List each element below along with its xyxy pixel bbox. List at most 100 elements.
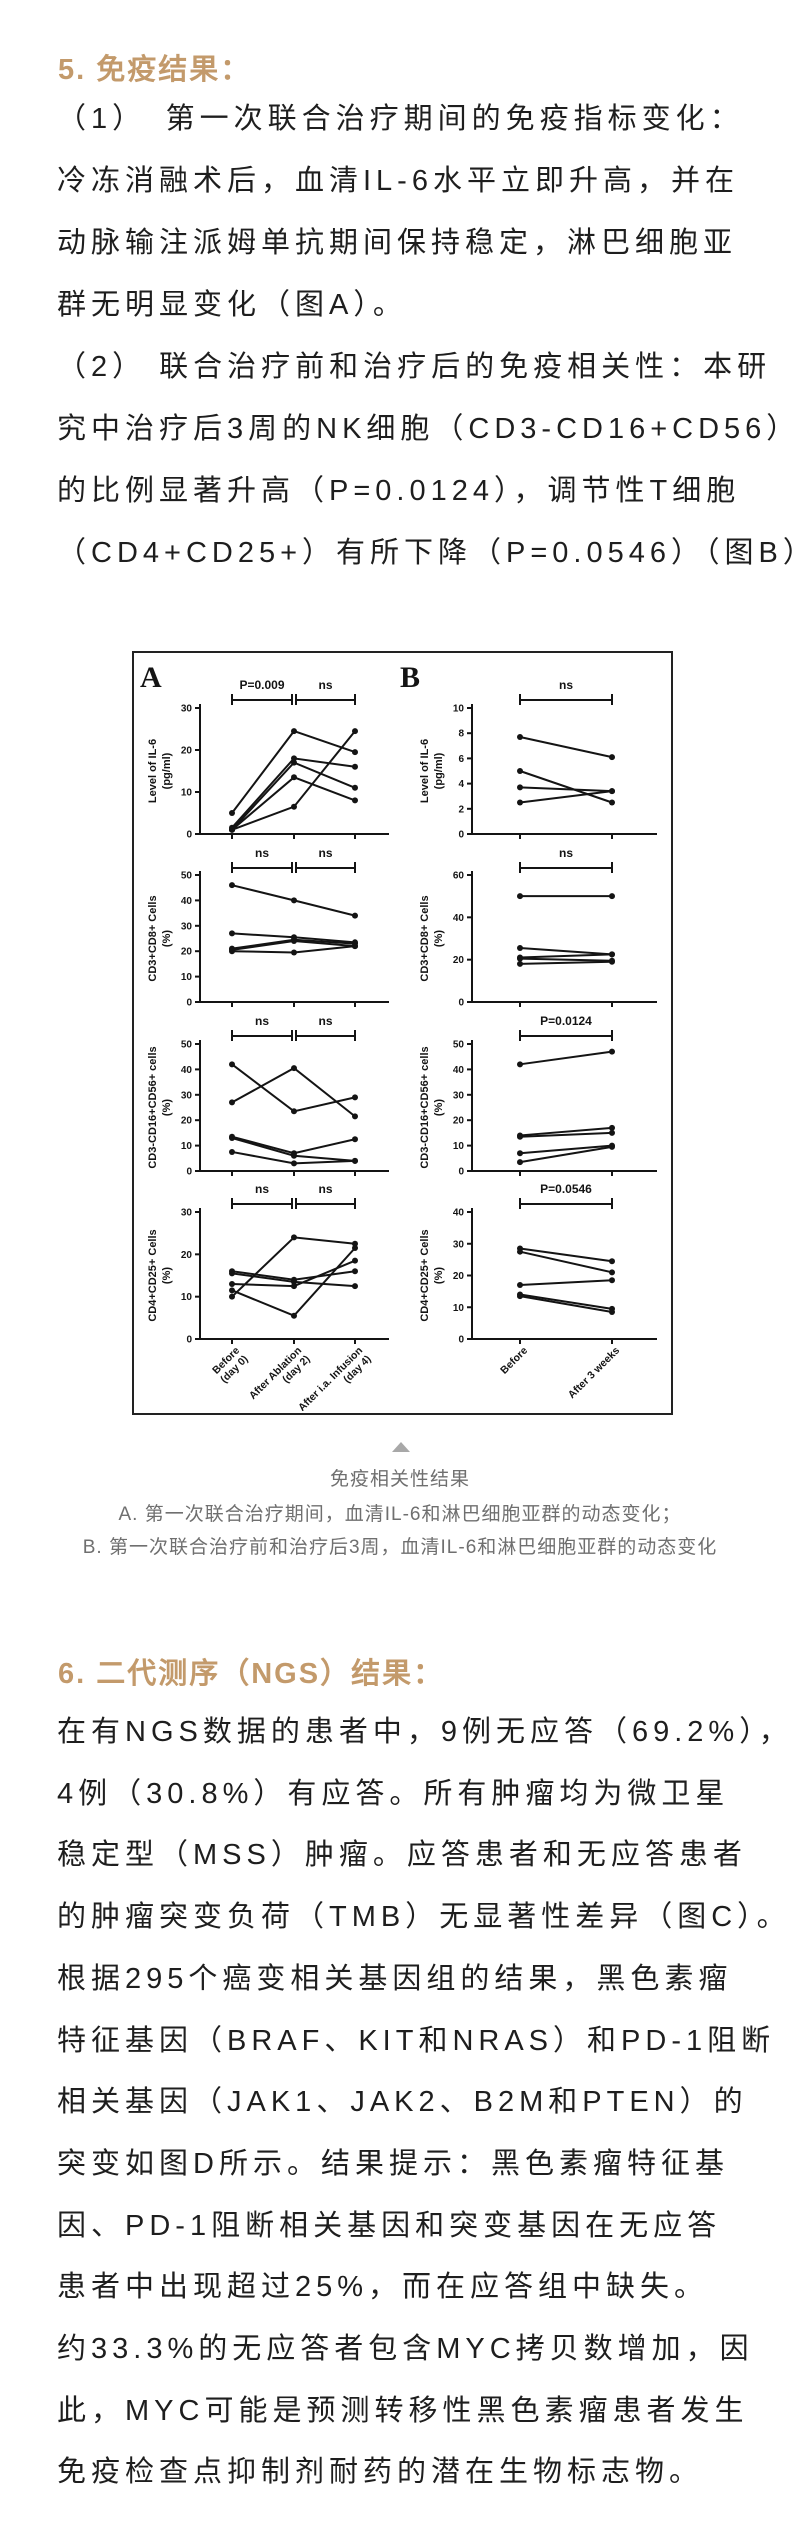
text-line: 因、PD-1阻断相关基因和突变基因在无应答	[57, 2209, 722, 2242]
svg-text:(pg/ml): (pg/ml)	[161, 752, 173, 789]
figure-caption-a: A. 第一次联合治疗期间，血清IL-6和淋巴细胞亚群的动态变化；	[118, 1504, 682, 1525]
svg-text:0: 0	[458, 998, 464, 1009]
svg-text:ns: ns	[255, 846, 269, 860]
svg-text:20: 20	[181, 1250, 193, 1261]
section5-heading: 5. 免疫结果：	[58, 54, 252, 86]
text-line: 根据295个癌变相关基因组的结果，黑色素瘤	[57, 1962, 733, 1995]
svg-text:6: 6	[458, 754, 464, 765]
svg-text:P=0.0124: P=0.0124	[540, 1014, 592, 1028]
svg-text:ns: ns	[559, 678, 573, 692]
svg-text:(pg/ml): (pg/ml)	[433, 752, 445, 789]
svg-text:ns: ns	[318, 1182, 332, 1196]
svg-text:40: 40	[453, 1208, 465, 1219]
svg-text:0: 0	[186, 830, 192, 841]
text-line: （1） 第一次联合治疗期间的免疫指标变化：	[57, 103, 744, 135]
svg-text:20: 20	[181, 746, 193, 757]
svg-text:30: 30	[181, 704, 193, 715]
svg-text:Level of IL-6: Level of IL-6	[147, 739, 159, 803]
section6-paragraphs: 在有NGS数据的患者中，9例无应答（69.2%）， 4例（30.8%）有应答。所有…	[57, 1702, 793, 2504]
svg-text:30: 30	[181, 1090, 193, 1101]
svg-text:30: 30	[453, 1239, 465, 1250]
svg-text:0: 0	[458, 1167, 464, 1178]
svg-text:CD4+CD25+ Cells: CD4+CD25+ Cells	[419, 1229, 431, 1321]
text-line: 此，MYC可能是预测转移性黑色素瘤患者发生	[57, 2394, 749, 2427]
svg-text:40: 40	[181, 896, 193, 907]
svg-text:20: 20	[453, 1116, 465, 1127]
text-line: 4例（30.8%）有应答。所有肿瘤均为微卫星	[57, 1777, 730, 1810]
svg-text:B: B	[400, 661, 420, 694]
svg-text:40: 40	[453, 913, 465, 924]
svg-text:0: 0	[186, 1335, 192, 1346]
svg-text:0: 0	[458, 830, 464, 841]
svg-text:CD3+CD8+ Cells: CD3+CD8+ Cells	[147, 895, 159, 981]
svg-text:10: 10	[181, 1141, 193, 1152]
text-line: 约33.3%的无应答者包含MYC拷贝数增加，因	[57, 2333, 754, 2366]
text-line: 稳定型（MSS）肿瘤。应答患者和无应答患者	[57, 1839, 747, 1872]
text-line: 相关基因（JAK1、JAK2、B2M和PTEN）的	[57, 2086, 748, 2119]
svg-text:50: 50	[181, 871, 193, 882]
svg-text:2: 2	[458, 804, 464, 815]
svg-text:CD4+CD25+ Cells: CD4+CD25+ Cells	[147, 1229, 159, 1321]
text-line: 动脉输注派姆单抗期间保持稳定，淋巴细胞亚	[57, 227, 738, 259]
svg-text:After i.a. Infusion(day 4): After i.a. Infusion(day 4)	[296, 1345, 374, 1411]
section6-heading: 6. 二代测序（NGS）结果：	[58, 1658, 445, 1690]
svg-text:0: 0	[186, 998, 192, 1009]
collapse-triangle-icon[interactable]	[392, 1442, 410, 1452]
svg-text:Level of IL-6: Level of IL-6	[419, 739, 431, 803]
svg-text:Before(day 0): Before(day 0)	[210, 1345, 251, 1386]
svg-text:4: 4	[458, 779, 464, 790]
svg-text:50: 50	[453, 1040, 465, 1051]
svg-text:30: 30	[181, 921, 193, 932]
text-line: 突变如图D所示。结果提示：黑色素瘤特征基	[57, 2147, 729, 2180]
text-line: 特征基因（BRAF、KIT和NRAS）和PD-1阻断	[57, 2024, 776, 2057]
svg-text:10: 10	[181, 788, 193, 799]
svg-text:ns: ns	[559, 846, 573, 860]
svg-text:10: 10	[453, 1141, 465, 1152]
svg-text:(%): (%)	[433, 930, 445, 947]
svg-text:0: 0	[186, 1167, 192, 1178]
svg-text:CD3-CD16+CD56+ cells: CD3-CD16+CD56+ cells	[419, 1046, 431, 1168]
svg-text:10: 10	[453, 1303, 465, 1314]
figure-caption-b: B. 第一次联合治疗前和治疗后3周，血清IL-6和淋巴细胞亚群的动态变化	[82, 1537, 718, 1558]
text-line: 免疫检查点抑制剂耐药的潜在生物标志物。	[57, 2456, 704, 2489]
svg-text:30: 30	[181, 1208, 193, 1219]
svg-text:ns: ns	[255, 1014, 269, 1028]
text-line: 的比例显著升高（P=0.0124），调节性T细胞	[57, 475, 741, 507]
text-line: 群无明显变化（图A）。	[57, 289, 407, 321]
text-line: （CD4+CD25+）有所下降（P=0.0546）（图B）	[57, 537, 800, 569]
svg-text:0: 0	[458, 1335, 464, 1346]
svg-text:Before: Before	[498, 1345, 530, 1377]
svg-text:40: 40	[181, 1065, 193, 1076]
svg-text:60: 60	[453, 871, 465, 882]
svg-text:30: 30	[453, 1090, 465, 1101]
text-line: （2） 联合治疗前和治疗后的免疫相关性：本研	[57, 351, 772, 383]
text-line: 冷冻消融术后，血清IL-6水平立即升高，并在	[57, 165, 739, 197]
svg-text:20: 20	[453, 1271, 465, 1282]
results-figure: 0 10 20 30 P=0.009 ns Level of IL-6 (pg/ml) 0 2 4 6…	[132, 651, 673, 1415]
section5-paragraphs: （1） 第一次联合治疗期间的免疫指标变化： 冷冻消融术后，血清IL-6水平立即升高…	[57, 88, 800, 584]
svg-text:ns: ns	[318, 678, 332, 692]
svg-text:20: 20	[181, 1116, 193, 1127]
svg-text:ns: ns	[255, 1182, 269, 1196]
text-line: 患者中出现超过25%，而在应答组中缺失。	[57, 2271, 709, 2304]
svg-text:P=0.009: P=0.009	[239, 678, 284, 692]
svg-text:50: 50	[181, 1040, 193, 1051]
figure-caption-title: 免疫相关性结果	[329, 1469, 470, 1490]
text-line: 在有NGS数据的患者中，9例无应答（69.2%），	[57, 1716, 793, 1748]
svg-text:8: 8	[458, 729, 464, 740]
svg-text:(%): (%)	[161, 1099, 173, 1116]
svg-text:ns: ns	[318, 1014, 332, 1028]
svg-text:CD3+CD8+ Cells: CD3+CD8+ Cells	[419, 895, 431, 981]
svg-text:(%): (%)	[433, 1099, 445, 1116]
svg-text:10: 10	[453, 704, 465, 715]
text-line: 究中治疗后3周的NK细胞（CD3-CD16+CD56）	[57, 413, 800, 445]
svg-text:40: 40	[453, 1065, 465, 1076]
svg-text:(%): (%)	[161, 1267, 173, 1284]
text-line: 的肿瘤突变负荷（TMB）无显著性差异（图C）。	[57, 1901, 791, 1934]
svg-text:10: 10	[181, 972, 193, 983]
svg-text:10: 10	[181, 1292, 193, 1303]
svg-text:P=0.0546: P=0.0546	[540, 1182, 592, 1196]
svg-text:20: 20	[181, 947, 193, 958]
